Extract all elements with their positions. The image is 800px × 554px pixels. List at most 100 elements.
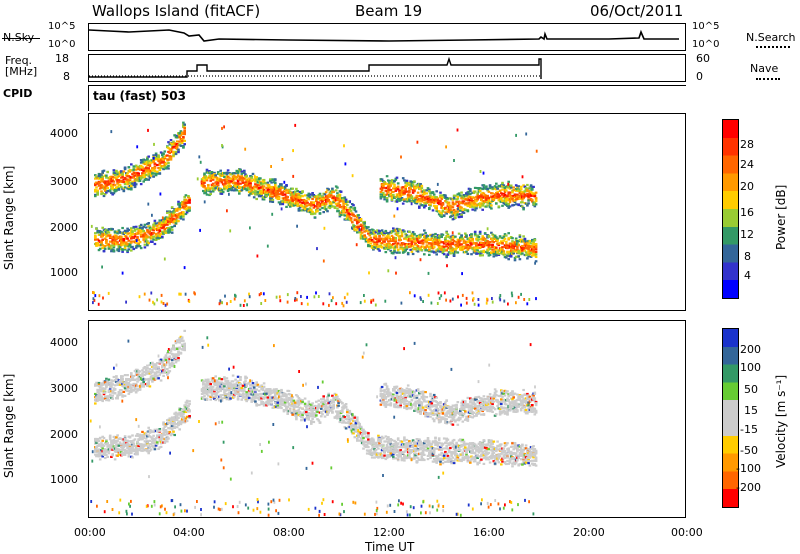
echo-cell: [279, 189, 282, 193]
echo-cell: [344, 202, 348, 205]
echo-cell: [475, 237, 478, 240]
echo-cell: [167, 164, 170, 167]
scatter-cell: [110, 130, 113, 134]
echo-cell: [449, 236, 452, 240]
echo-cell: [210, 186, 214, 189]
echo-cell: [450, 198, 453, 201]
nsearch-dotted-key: [756, 46, 790, 48]
echo-cell: [225, 178, 229, 181]
freq-tick-low: 8: [63, 70, 70, 83]
echo-cell: [269, 193, 272, 196]
echo-cell: [283, 193, 287, 196]
echo-cell: [110, 247, 113, 250]
echo-cell: [188, 415, 191, 418]
echo-cell: [120, 235, 123, 238]
scatter-cell: [280, 207, 283, 211]
echo-cell: [101, 238, 104, 241]
echo-cell: [497, 205, 501, 208]
echo-cell: [347, 200, 350, 203]
echo-cell: [467, 201, 471, 205]
echo-cell: [107, 449, 111, 453]
echo-cell: [486, 234, 489, 237]
echo-cell: [110, 443, 113, 446]
echo-cell: [363, 224, 366, 227]
echo-cell: [377, 248, 380, 251]
echo-cell: [107, 176, 111, 180]
echo-cell: [123, 437, 127, 441]
echo-cell: [295, 201, 298, 204]
scatter-cell: [93, 291, 95, 295]
echo-cell: [362, 237, 365, 240]
echo-cell: [517, 185, 520, 188]
echo-cell: [148, 439, 152, 442]
echo-cell: [234, 177, 237, 180]
echo-cell: [354, 210, 358, 213]
echo-cell: [526, 190, 529, 193]
echo-cell: [220, 181, 224, 184]
echo-cell: [225, 174, 229, 177]
scatter-cell: [300, 295, 302, 298]
echo-cell: [532, 250, 535, 253]
echo-cell: [406, 193, 410, 196]
echo-cell: [234, 172, 237, 175]
echo-cell: [449, 252, 452, 255]
echo-cell: [127, 448, 131, 451]
echo-cell: [164, 154, 168, 157]
echo-cell: [473, 230, 477, 233]
echo-cell: [159, 224, 163, 228]
echo-cell: [331, 205, 334, 208]
echo-cell: [100, 442, 103, 445]
echo-cell: [134, 445, 138, 449]
echo-cell: [141, 449, 144, 452]
echo-cell: [396, 182, 400, 185]
echo-cell: [96, 189, 99, 192]
echo-cell: [173, 210, 176, 213]
scatter-cell: [223, 125, 225, 129]
echo-cell: [394, 236, 398, 240]
echo-cell: [247, 194, 251, 197]
echo-cell: [307, 192, 311, 195]
echo-cell: [117, 248, 121, 251]
echo-cell: [521, 201, 524, 204]
echo-cell: [203, 172, 206, 175]
echo-cell: [513, 250, 517, 253]
echo-cell: [236, 174, 240, 177]
echo-cell: [136, 235, 139, 239]
echo-cell: [269, 195, 272, 198]
echo-cell: [508, 191, 512, 194]
echo-cell: [183, 131, 186, 134]
echo-cell: [228, 181, 231, 184]
echo-cell: [283, 201, 287, 204]
echo-cell: [493, 253, 497, 256]
echo-cell: [506, 244, 509, 247]
echo-cell: [166, 218, 169, 222]
echo-cell: [118, 231, 122, 234]
velocity-ytick-4000: 4000: [50, 336, 78, 349]
echo-cell: [141, 159, 144, 162]
echo-cell: [138, 167, 142, 170]
echo-cell: [112, 250, 116, 253]
echo-cell: [123, 166, 127, 169]
freq-tick-high: 18: [55, 52, 69, 65]
echo-cell: [137, 174, 140, 177]
scatter-cell: [438, 296, 441, 300]
echo-cell: [96, 438, 99, 441]
echo-cell: [156, 436, 159, 439]
echo-cell: [210, 175, 214, 178]
scatter-cell: [499, 294, 502, 297]
echo-cell: [485, 198, 488, 201]
echo-cell: [108, 240, 112, 243]
echo-cell: [143, 163, 147, 166]
echo-cell: [526, 187, 529, 190]
echo-cell: [383, 181, 386, 184]
echo-cell: [416, 184, 420, 187]
echo-cell: [185, 419, 189, 422]
scatter-cell: [461, 272, 463, 276]
echo-cell: [262, 185, 266, 188]
echo-cell: [393, 247, 396, 250]
echo-cell: [285, 184, 288, 187]
echo-cell: [382, 234, 385, 237]
echo-cell: [382, 237, 385, 240]
echo-cell: [170, 432, 174, 436]
echo-cell: [182, 415, 185, 419]
